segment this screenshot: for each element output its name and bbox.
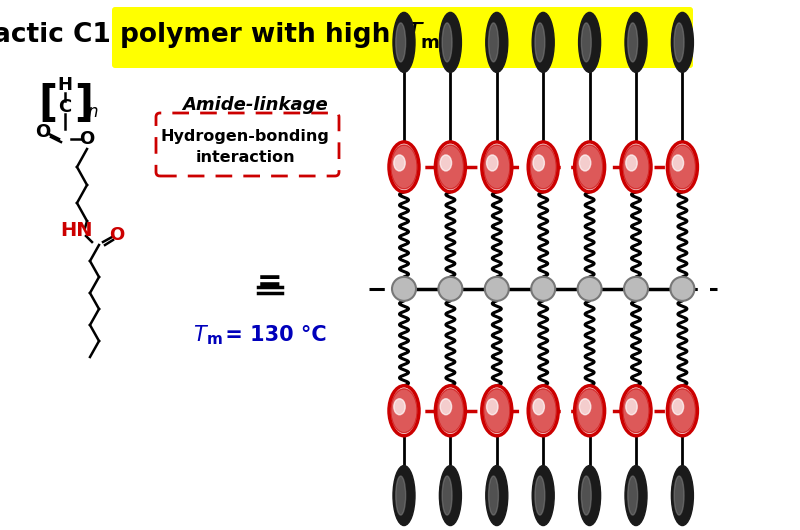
Circle shape bbox=[531, 277, 555, 301]
Ellipse shape bbox=[625, 465, 647, 526]
Ellipse shape bbox=[486, 155, 498, 171]
Circle shape bbox=[578, 277, 602, 301]
Ellipse shape bbox=[389, 142, 419, 192]
Ellipse shape bbox=[389, 386, 419, 436]
Text: interaction: interaction bbox=[195, 151, 295, 165]
Ellipse shape bbox=[535, 23, 545, 62]
Circle shape bbox=[624, 277, 648, 301]
Ellipse shape bbox=[483, 388, 510, 433]
Circle shape bbox=[485, 277, 509, 301]
Ellipse shape bbox=[672, 399, 683, 415]
Ellipse shape bbox=[674, 23, 684, 62]
Ellipse shape bbox=[625, 12, 647, 73]
Ellipse shape bbox=[530, 145, 557, 189]
Ellipse shape bbox=[576, 388, 603, 433]
Ellipse shape bbox=[391, 145, 418, 189]
Text: $\bf{[}$: $\bf{[}$ bbox=[38, 82, 56, 125]
Ellipse shape bbox=[582, 23, 591, 62]
Ellipse shape bbox=[672, 155, 683, 171]
Ellipse shape bbox=[394, 155, 405, 171]
Text: HN: HN bbox=[61, 222, 94, 241]
Text: O: O bbox=[110, 226, 125, 244]
Ellipse shape bbox=[628, 476, 638, 515]
Ellipse shape bbox=[626, 155, 638, 171]
Ellipse shape bbox=[486, 12, 508, 73]
Ellipse shape bbox=[574, 142, 605, 192]
Ellipse shape bbox=[489, 476, 498, 515]
Text: O: O bbox=[79, 130, 94, 148]
Ellipse shape bbox=[394, 399, 405, 415]
FancyBboxPatch shape bbox=[156, 113, 339, 176]
Text: Amide-linkage: Amide-linkage bbox=[182, 96, 328, 114]
Ellipse shape bbox=[486, 399, 498, 415]
Ellipse shape bbox=[667, 386, 698, 436]
Ellipse shape bbox=[393, 465, 415, 526]
Ellipse shape bbox=[674, 476, 684, 515]
Ellipse shape bbox=[667, 142, 698, 192]
Ellipse shape bbox=[576, 145, 603, 189]
Ellipse shape bbox=[532, 465, 554, 526]
Ellipse shape bbox=[437, 145, 464, 189]
Ellipse shape bbox=[435, 386, 466, 436]
Text: =: = bbox=[257, 268, 283, 296]
Text: Hydrogen-bonding: Hydrogen-bonding bbox=[161, 129, 330, 145]
Ellipse shape bbox=[396, 23, 406, 62]
Ellipse shape bbox=[578, 465, 601, 526]
Ellipse shape bbox=[669, 145, 696, 189]
Ellipse shape bbox=[582, 476, 591, 515]
Text: m: m bbox=[207, 332, 223, 348]
FancyBboxPatch shape bbox=[112, 7, 693, 68]
Ellipse shape bbox=[579, 155, 590, 171]
Ellipse shape bbox=[442, 476, 452, 515]
Ellipse shape bbox=[532, 12, 554, 73]
Text: H: H bbox=[58, 76, 73, 94]
Ellipse shape bbox=[533, 399, 545, 415]
Ellipse shape bbox=[440, 399, 451, 415]
Ellipse shape bbox=[671, 465, 694, 526]
Ellipse shape bbox=[396, 476, 406, 515]
Text: $\bf{]}$: $\bf{]}$ bbox=[74, 82, 92, 125]
Text: $\it{T}$: $\it{T}$ bbox=[193, 325, 209, 345]
Ellipse shape bbox=[669, 388, 696, 433]
Ellipse shape bbox=[442, 23, 452, 62]
Ellipse shape bbox=[579, 399, 590, 415]
Ellipse shape bbox=[391, 388, 418, 433]
Ellipse shape bbox=[486, 465, 508, 526]
Ellipse shape bbox=[435, 142, 466, 192]
Ellipse shape bbox=[437, 388, 464, 433]
Ellipse shape bbox=[628, 23, 638, 62]
Ellipse shape bbox=[439, 465, 462, 526]
Ellipse shape bbox=[622, 388, 650, 433]
Ellipse shape bbox=[671, 12, 694, 73]
Text: C: C bbox=[58, 98, 72, 116]
Ellipse shape bbox=[482, 142, 512, 192]
Text: O: O bbox=[35, 123, 50, 141]
Ellipse shape bbox=[489, 23, 498, 62]
Ellipse shape bbox=[621, 386, 651, 436]
Ellipse shape bbox=[528, 142, 558, 192]
Ellipse shape bbox=[578, 12, 601, 73]
Ellipse shape bbox=[528, 386, 558, 436]
Text: m: m bbox=[421, 33, 440, 51]
Ellipse shape bbox=[574, 386, 605, 436]
Ellipse shape bbox=[530, 388, 557, 433]
Ellipse shape bbox=[626, 399, 638, 415]
Circle shape bbox=[392, 277, 416, 301]
Ellipse shape bbox=[535, 476, 545, 515]
Ellipse shape bbox=[482, 386, 512, 436]
Ellipse shape bbox=[439, 12, 462, 73]
Ellipse shape bbox=[621, 142, 651, 192]
Ellipse shape bbox=[622, 145, 650, 189]
Circle shape bbox=[670, 277, 694, 301]
Text: = 130 °C: = 130 °C bbox=[218, 325, 326, 345]
Circle shape bbox=[438, 277, 462, 301]
Ellipse shape bbox=[533, 155, 545, 171]
Text: $\it{T}$: $\it{T}$ bbox=[405, 22, 425, 49]
Text: Atactic C1 polymer with high: Atactic C1 polymer with high bbox=[0, 22, 400, 49]
Ellipse shape bbox=[440, 155, 451, 171]
Ellipse shape bbox=[483, 145, 510, 189]
Ellipse shape bbox=[393, 12, 415, 73]
Text: $\it{n}$: $\it{n}$ bbox=[87, 103, 98, 121]
